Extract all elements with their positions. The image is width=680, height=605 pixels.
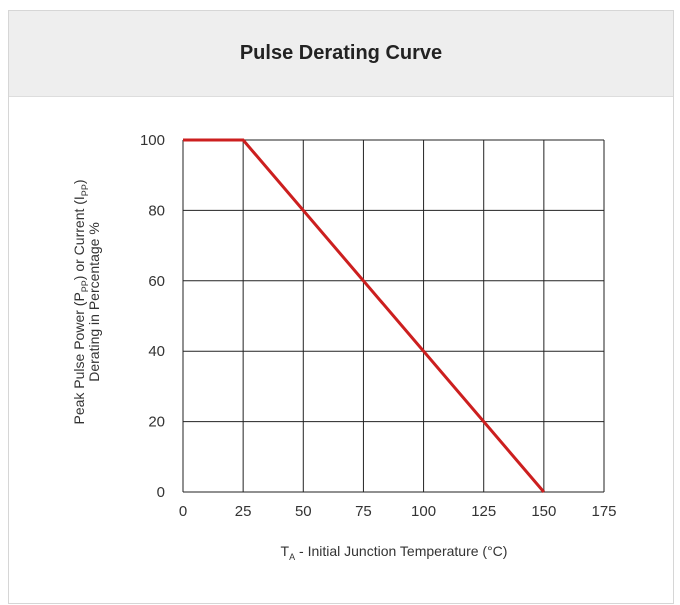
xlabel-sub-a: A [289,552,295,562]
x-tick-label: 25 [235,503,252,520]
derating-curve-line [183,138,545,493]
y-tick-labels: 0 20 40 60 80 100 [140,132,165,501]
x-tick-label: 175 [591,503,616,520]
x-axis-label: TA - Initial Junction Temperature (°C) [281,543,508,562]
x-tick-label: 150 [531,503,556,520]
chart-series [183,138,545,493]
x-tick-label: 50 [295,503,312,520]
ylabel-part-b: ) or Current (I [71,196,87,280]
ylabel-sub-pp2: PP [80,184,90,196]
y-tick-label: 60 [148,273,165,290]
y-axis-label-line2: Derating in Percentage % [86,222,102,382]
chart-card: Pulse Derating Curve [8,10,674,604]
x-tick-label: 100 [411,503,436,520]
y-axis-label-line1: Peak Pulse Power (PPP) or Current (IPP) [71,179,90,424]
x-tick-labels: 0 25 50 75 100 125 150 175 [179,503,617,520]
card-header: Pulse Derating Curve [9,11,673,97]
ylabel-part-c: ) [71,179,87,184]
chart-grid [182,139,605,493]
ylabel-sub-pp1: PP [80,280,90,292]
x-tick-label: 125 [471,503,496,520]
y-tick-label: 0 [157,484,165,501]
y-tick-label: 40 [148,343,165,360]
chart-title: Pulse Derating Curve [239,42,443,64]
y-tick-label: 80 [148,202,165,219]
y-tick-label: 100 [140,132,165,149]
y-tick-label: 20 [148,414,165,431]
xlabel-t: T [281,543,290,559]
x-tick-label: 0 [179,503,187,520]
ylabel-part-a: Peak Pulse Power (P [71,292,87,424]
xlabel-rest: - Initial Junction Temperature (°C) [295,543,507,559]
x-tick-label: 75 [355,503,372,520]
